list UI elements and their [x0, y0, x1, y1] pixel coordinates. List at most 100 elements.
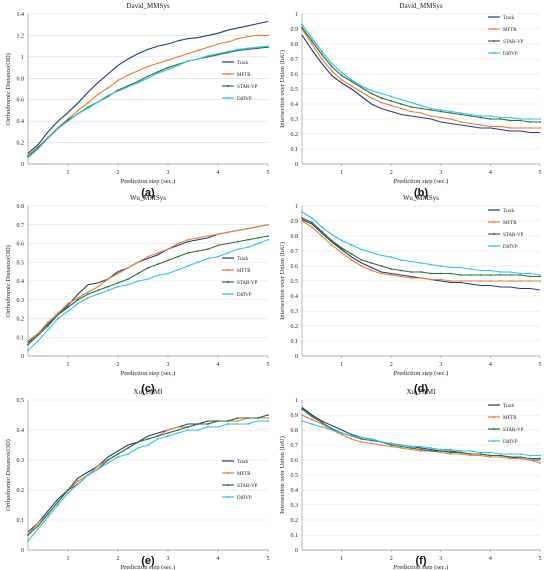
data-point-mftr	[237, 37, 239, 40]
data-point-mftr	[157, 251, 159, 254]
x-tick-label: 1	[340, 170, 343, 176]
y-tick-label: 1	[295, 12, 298, 18]
data-point-mftr	[410, 448, 412, 451]
y-tick-label: 0.9	[291, 27, 299, 33]
data-point-diffvp	[107, 94, 109, 97]
y-tick-label: 0.4	[17, 119, 25, 125]
data-point-diffvp	[390, 256, 393, 258]
data-point-mftr	[187, 52, 189, 55]
y-tick-label: 0.3	[17, 298, 25, 304]
data-point-diffvp	[177, 64, 179, 67]
data-point-star-vp	[187, 251, 189, 254]
data-point-star-vp	[410, 447, 412, 449]
data-point-mftr	[77, 109, 79, 112]
data-point-star-vp	[37, 525, 39, 527]
data-point-diffvp	[489, 451, 492, 454]
data-point-mftr	[499, 280, 502, 282]
data-point-star-vp	[410, 106, 412, 108]
data-point-diffvp	[197, 261, 199, 264]
legend-label: DiffVP	[237, 496, 252, 501]
y-tick-label: 0.6	[291, 264, 299, 270]
data-point-diffvp	[539, 454, 541, 457]
data-point-star-vp	[177, 429, 179, 431]
data-point-mftr	[257, 225, 259, 228]
data-point-diffvp	[167, 272, 169, 275]
data-point-diffvp	[67, 120, 69, 123]
y-tick-label: 0.5	[17, 260, 25, 266]
data-point-star-vp	[257, 417, 259, 419]
x-tick-label: 1	[67, 556, 70, 562]
x-tick-label: 4	[489, 362, 492, 368]
data-point-diffvp	[529, 454, 531, 457]
data-point-star-vp	[420, 271, 422, 273]
data-point-mftr	[247, 35, 249, 38]
data-point-diffvp	[390, 95, 393, 98]
data-point-star-vp	[529, 121, 531, 123]
data-point-star-vp	[187, 426, 189, 428]
data-point-diffvp	[380, 441, 383, 443]
data-point-star-vp	[87, 293, 89, 296]
data-point-diffvp	[539, 118, 541, 120]
data-point-star-vp	[320, 421, 323, 424]
data-point-star-vp	[107, 459, 109, 461]
y-tick-label: 0.8	[17, 204, 25, 210]
y-axis-label: Orthodromic Distance(OD)	[5, 245, 12, 317]
data-point-mftr	[519, 280, 522, 282]
data-point-mftr	[469, 122, 472, 125]
data-point-mftr	[167, 59, 169, 61]
x-tick-label: 2	[390, 170, 393, 176]
data-point-diffvp	[469, 268, 472, 270]
data-point-star-vp	[439, 272, 442, 275]
data-point-diffvp	[97, 468, 99, 470]
legend-marker	[493, 233, 495, 235]
data-point-star-vp	[227, 420, 229, 422]
data-point-mftr	[360, 91, 363, 93]
data-point-diffvp	[67, 492, 69, 494]
data-point-star-vp	[301, 408, 303, 410]
data-point-star-vp	[320, 230, 323, 233]
data-point-mftr	[449, 280, 452, 282]
data-point-diffvp	[311, 423, 313, 425]
data-point-star-vp	[27, 343, 29, 346]
y-axis-label: Intersection over Union (IoU)	[279, 242, 286, 320]
data-point-diffvp	[157, 72, 159, 74]
data-point-diffvp	[420, 104, 422, 107]
data-point-mftr	[267, 223, 269, 226]
data-point-mftr	[227, 231, 229, 234]
chart-panel-6: Xu_PAMI 0 0.1 0.2 0.3 0.4 0.5 0.6 0.7 0.8 0.9 1 1 2 3 4…	[279, 388, 542, 570]
y-tick-label: 0.2	[291, 324, 299, 330]
data-point-diffvp	[410, 260, 412, 263]
data-point-star-vp	[469, 274, 472, 276]
data-point-diffvp	[37, 528, 39, 530]
data-point-diffvp	[489, 115, 492, 117]
data-point-star-vp	[459, 274, 462, 276]
data-point-mftr	[97, 285, 99, 288]
data-point-star-vp	[27, 534, 29, 536]
data-point-mftr	[330, 70, 333, 72]
data-point-star-vp	[459, 113, 462, 116]
data-point-star-vp	[37, 334, 39, 337]
data-point-diffvp	[137, 81, 139, 84]
data-point-mftr	[117, 79, 119, 82]
data-point-diffvp	[459, 266, 462, 269]
y-tick-label: 0.2	[17, 488, 25, 494]
data-point-star-vp	[147, 438, 149, 440]
data-point-star-vp	[499, 118, 502, 120]
chart-panel-5: Xu_PAMI 0 0.1 0.2 0.3 0.4 0.5 1 2 3 4 5 Prediction s…	[5, 388, 270, 570]
data-point-diffvp	[499, 116, 502, 119]
x-tick-label: 4	[489, 170, 492, 176]
data-point-diffvp	[127, 453, 129, 455]
data-point-diffvp	[301, 211, 303, 213]
data-point-star-vp	[459, 451, 462, 454]
legend-label: DiffVP	[237, 293, 252, 298]
data-point-star-vp	[117, 281, 119, 284]
data-point-mftr	[227, 40, 229, 43]
data-point-mftr	[107, 87, 109, 89]
y-tick-label: 0.9	[291, 413, 299, 419]
y-tick-label: 0.7	[291, 443, 299, 449]
data-point-mftr	[47, 321, 49, 324]
data-point-star-vp	[301, 26, 303, 29]
data-point-star-vp	[340, 74, 343, 77]
legend-marker	[227, 73, 229, 75]
data-point-diffvp	[439, 109, 442, 111]
